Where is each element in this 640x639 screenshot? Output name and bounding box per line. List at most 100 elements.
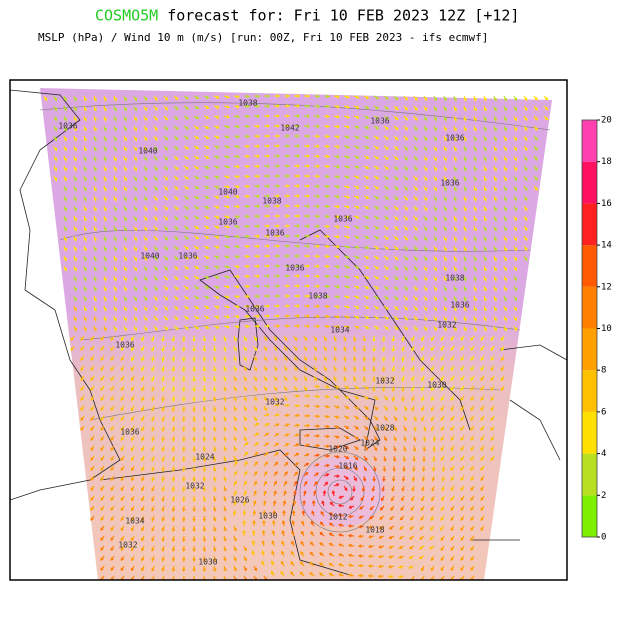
wind-arrow xyxy=(263,204,271,208)
wind-arrow xyxy=(323,134,331,139)
wind-arrow xyxy=(357,573,365,578)
wind-arrow xyxy=(371,485,376,492)
wind-arrow xyxy=(233,455,237,462)
wind-arrow xyxy=(202,485,207,493)
wind-arrow xyxy=(273,314,281,318)
wind-arrow xyxy=(182,345,186,353)
wind-arrow xyxy=(293,94,301,98)
wind-arrow xyxy=(223,515,227,522)
isobar-label: 1036 xyxy=(115,341,134,350)
colorbar-label: 6 xyxy=(601,407,606,417)
wind-arrow xyxy=(393,105,399,111)
wind-arrow xyxy=(363,165,370,169)
wind-arrow xyxy=(193,265,200,270)
wind-arrow xyxy=(303,174,311,178)
wind-arrow xyxy=(393,435,397,442)
wind-arrow xyxy=(233,445,237,452)
wind-arrow xyxy=(363,285,370,289)
wind-arrow xyxy=(423,225,428,232)
wind-arrow xyxy=(153,185,158,191)
wind-arrow xyxy=(320,510,325,517)
wind-arrow xyxy=(450,515,455,521)
wind-arrow xyxy=(192,375,196,383)
wind-arrow xyxy=(93,165,97,172)
wind-arrow xyxy=(93,145,97,152)
wind-arrow xyxy=(463,255,467,262)
wind-arrow xyxy=(353,465,358,471)
wind-arrow xyxy=(133,285,138,292)
wind-arrow xyxy=(120,485,125,492)
wind-arrow xyxy=(523,135,528,142)
wind-arrow xyxy=(423,245,428,252)
wind-arrow xyxy=(151,565,155,572)
wind-arrow xyxy=(470,385,475,391)
wind-arrow xyxy=(223,555,227,562)
wind-arrow xyxy=(323,204,331,209)
wind-arrow xyxy=(403,255,408,261)
wind-arrow xyxy=(343,445,350,450)
wind-arrow xyxy=(323,355,327,362)
wind-arrow xyxy=(93,235,97,242)
wind-arrow xyxy=(463,285,467,292)
wind-arrow xyxy=(513,305,518,312)
wind-arrow xyxy=(313,284,321,289)
wind-arrow xyxy=(233,254,240,259)
wind-arrow xyxy=(328,562,335,567)
wind-arrow xyxy=(391,475,396,483)
wind-arrow xyxy=(421,495,425,502)
wind-arrow xyxy=(323,324,331,329)
wind-arrow xyxy=(233,304,240,309)
wind-arrow xyxy=(223,205,230,209)
wind-arrow xyxy=(110,505,115,512)
wind-arrow xyxy=(273,94,281,98)
wind-arrow xyxy=(440,535,445,542)
wind-arrow xyxy=(328,552,335,557)
wind-arrow xyxy=(391,375,396,382)
wind-arrow xyxy=(283,224,291,228)
wind-arrow xyxy=(411,495,415,502)
wind-arrow xyxy=(480,465,485,471)
wind-arrow xyxy=(93,215,97,222)
isobar-label: 1034 xyxy=(330,326,349,335)
wind-arrow xyxy=(370,495,375,502)
wind-arrow xyxy=(403,105,408,111)
wind-arrow xyxy=(323,345,327,352)
wind-arrow xyxy=(421,405,425,412)
wind-arrow xyxy=(362,365,367,373)
wind-arrow xyxy=(430,565,435,572)
wind-arrow xyxy=(460,465,465,471)
wind-arrow xyxy=(151,435,155,442)
wind-arrow xyxy=(212,525,217,532)
wind-arrow xyxy=(303,394,311,398)
wind-arrow xyxy=(151,545,155,552)
wind-arrow xyxy=(223,425,227,432)
wind-arrow xyxy=(523,125,528,132)
wind-arrow xyxy=(103,95,107,102)
wind-arrow xyxy=(333,385,340,389)
wind-arrow xyxy=(363,195,370,199)
wind-arrow xyxy=(453,205,457,212)
wind-arrow xyxy=(483,315,487,322)
wind-arrow xyxy=(367,574,375,578)
wind-arrow xyxy=(313,314,321,319)
wind-arrow xyxy=(263,432,270,437)
wind-arrow xyxy=(103,165,107,172)
wind-arrow xyxy=(202,425,207,433)
wind-arrow xyxy=(460,365,465,371)
wind-arrow xyxy=(393,145,399,151)
wind-arrow xyxy=(153,265,158,271)
wind-arrow xyxy=(430,555,435,562)
wind-arrow xyxy=(90,465,95,471)
wind-arrow xyxy=(483,175,487,182)
wind-arrow xyxy=(233,94,240,99)
wind-arrow xyxy=(143,245,148,252)
isobar-label: 1040 xyxy=(218,188,237,197)
wind-arrow xyxy=(293,214,301,218)
wind-arrow xyxy=(243,545,247,552)
wind-arrow xyxy=(83,105,87,112)
wind-arrow xyxy=(100,365,105,371)
wind-arrow xyxy=(212,335,217,342)
colorbar-segment xyxy=(582,411,597,454)
wind-arrow xyxy=(253,422,260,427)
